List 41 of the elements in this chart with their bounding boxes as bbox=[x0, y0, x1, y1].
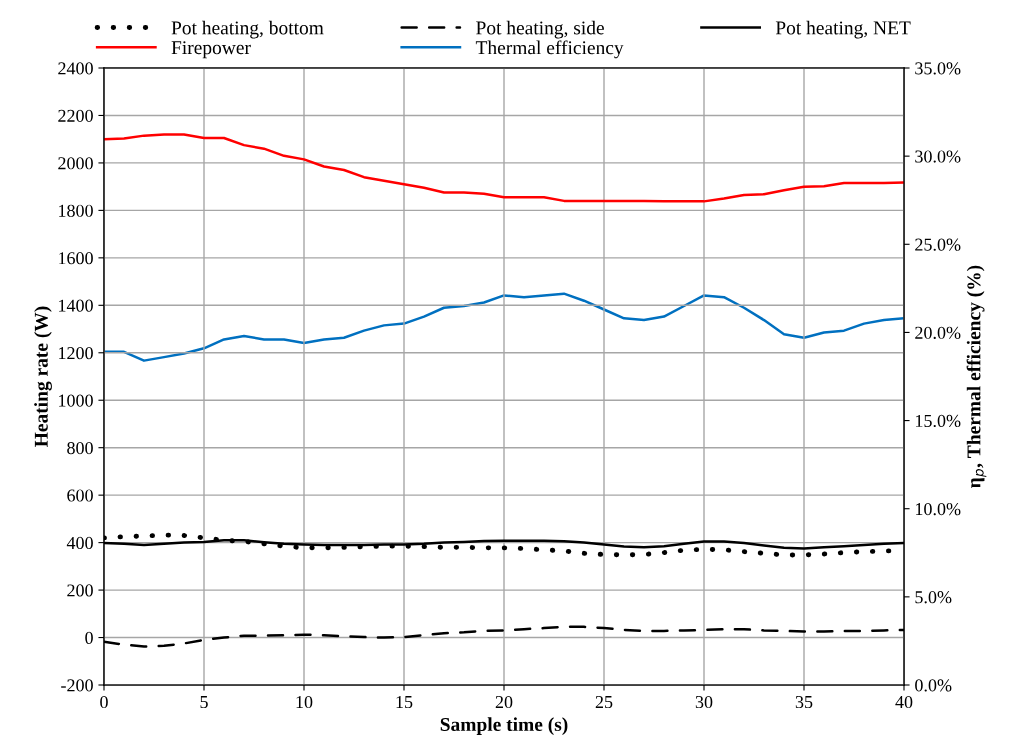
x-tick-label: 20 bbox=[495, 695, 513, 709]
y-tick-label: 1200 bbox=[59, 347, 93, 360]
y-tick-label: 1800 bbox=[59, 204, 93, 217]
y-tick-label: 2400 bbox=[58, 62, 93, 75]
x-tick-label: 35 bbox=[795, 695, 813, 709]
legend-label: Pot heating, side bbox=[476, 20, 604, 39]
legend-label: Pot heating, bottom bbox=[171, 20, 324, 39]
x-tick-label: 5 bbox=[200, 696, 208, 709]
y2-tick-label: 5.0% bbox=[915, 591, 952, 604]
legend-label: Pot heating, NET bbox=[775, 20, 911, 39]
y2-tick-label: 25.0% bbox=[915, 238, 961, 251]
y-tick-label: 400 bbox=[66, 536, 93, 550]
y2-tick-label: 30.0% bbox=[915, 150, 961, 163]
x-tick-label: 25 bbox=[595, 695, 613, 709]
y-tick-label: 200 bbox=[67, 584, 93, 597]
x-tick-label: 0 bbox=[100, 695, 108, 709]
y-tick-label: 1600 bbox=[59, 252, 93, 265]
line-series bbox=[104, 133, 904, 203]
line-series bbox=[104, 292, 904, 362]
x-tick-label: 30 bbox=[695, 695, 713, 709]
y2-tick-label: 15.0% bbox=[916, 414, 961, 428]
y-tick-label: 800 bbox=[67, 441, 93, 455]
x-tick-label: 15 bbox=[396, 696, 413, 709]
y-tick-label: 1400 bbox=[59, 299, 93, 312]
y-tick-label: 1000 bbox=[59, 394, 93, 407]
y2-axis-title: η$_{p}$, Thermal efficiency (%) bbox=[966, 265, 987, 489]
y-tick-label: 0 bbox=[85, 631, 93, 644]
y2-tick-label: 35.0% bbox=[915, 62, 961, 75]
y-tick-label: -200 bbox=[61, 679, 93, 692]
y2-tick-label: 0.0% bbox=[915, 679, 952, 692]
x-tick-label: 10 bbox=[296, 695, 313, 709]
y2-tick-label: 20.0% bbox=[915, 326, 961, 339]
x-tick-label: 40 bbox=[895, 695, 913, 709]
y2-tick-label: 10.0% bbox=[916, 502, 961, 516]
legend-label: Firepower bbox=[171, 41, 251, 59]
y-tick-label: 2000 bbox=[58, 157, 93, 170]
y-tick-label: 600 bbox=[67, 489, 93, 502]
y-axis-title: Heating rate (W) bbox=[34, 306, 52, 447]
x-axis-title: Sample time (s) bbox=[440, 717, 568, 735]
legend-label: Thermal efficiency bbox=[475, 40, 624, 59]
y-tick-label: 2200 bbox=[58, 109, 93, 122]
